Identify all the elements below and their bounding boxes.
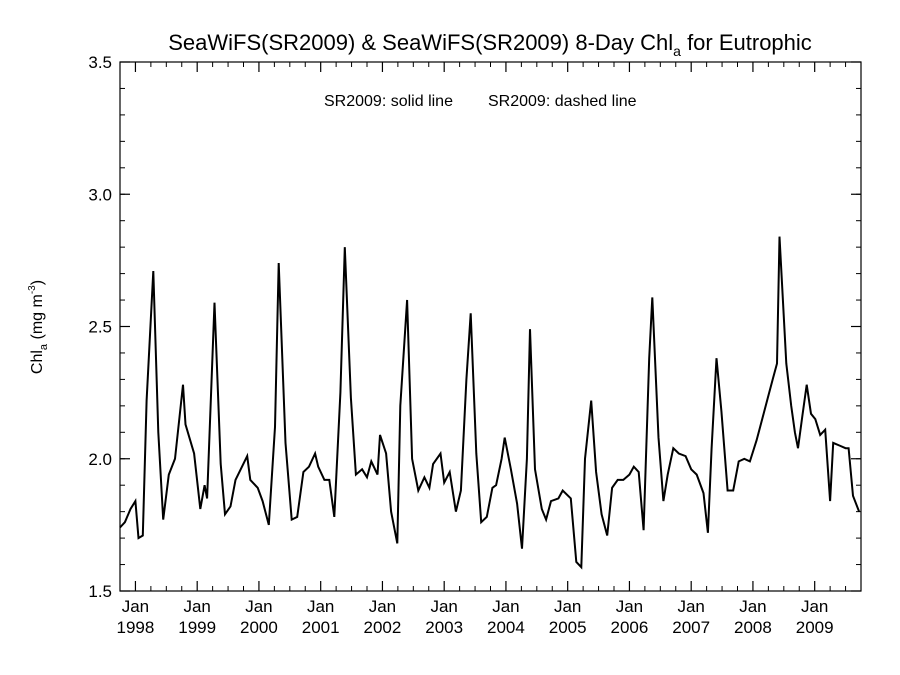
- chart-title-main: SeaWiFS(SR2009) & SeaWiFS(SR2009) 8-Day …: [168, 30, 673, 55]
- x-tick-year-label: 2003: [425, 618, 463, 637]
- x-axis: Jan 1998 Jan 1999 Jan 2000 Jan 2001 Jan 2002 Jan 20…: [117, 62, 862, 637]
- x-tick-year-label: 2008: [734, 618, 772, 637]
- y-tick-label: 2.5: [88, 318, 112, 337]
- x-tick-year-label: 1998: [117, 618, 155, 637]
- x-tick-month-label: Jan: [307, 597, 334, 616]
- x-tick-month-label: Jan: [430, 597, 457, 616]
- x-tick-month-label: Jan: [245, 597, 272, 616]
- x-tick-year-label: 2001: [302, 618, 340, 637]
- x-tick-month-label: Jan: [677, 597, 704, 616]
- series-line: [119, 236, 861, 570]
- y-axis-label-subscript: a: [38, 343, 50, 350]
- chart-title-subscript: a: [673, 43, 681, 59]
- x-tick-year-label: 2006: [611, 618, 649, 637]
- y-axis-label: Chla (mg m-3): [27, 280, 50, 374]
- x-tick-year-label: 2002: [364, 618, 402, 637]
- chart-title-suffix: for Eutrophic: [681, 30, 812, 55]
- x-tick-month-label: Jan: [122, 597, 149, 616]
- y-axis-label-superscript: -3: [27, 285, 38, 294]
- x-tick-year-label: 2000: [240, 618, 278, 637]
- y-tick-label: 3.0: [88, 185, 112, 204]
- series-layer: [119, 236, 861, 570]
- annotation-dashed: SR2009: dashed line: [488, 93, 637, 110]
- plot-frame: [119, 61, 862, 592]
- x-tick-month-label: Jan: [183, 597, 210, 616]
- x-tick-month-label: Jan: [801, 597, 828, 616]
- annotation-solid: SR2009: solid line: [324, 93, 453, 110]
- x-tick-month-label: Jan: [739, 597, 766, 616]
- y-tick-label: 2.0: [88, 450, 112, 469]
- x-tick-month-label: Jan: [369, 597, 396, 616]
- y-tick-label: 1.5: [88, 582, 112, 601]
- y-axis-label-main: Chl: [29, 350, 46, 374]
- x-tick-year-label: 2004: [487, 618, 525, 637]
- y-axis-label-units: (mg m: [29, 294, 46, 344]
- x-tick-month-label: Jan: [492, 597, 519, 616]
- y-tick-label: 3.5: [88, 53, 112, 72]
- y-axis-label-close: ): [29, 280, 46, 285]
- x-tick-month-label: Jan: [616, 597, 643, 616]
- y-axis: 1.5 2.0 2.5 3.0 3.5: [88, 53, 861, 601]
- x-tick-year-label: 2007: [672, 618, 710, 637]
- x-tick-year-label: 1999: [178, 618, 216, 637]
- x-tick-month-label: Jan: [554, 597, 581, 616]
- x-tick-year-label: 2005: [549, 618, 587, 637]
- x-tick-year-label: 2009: [796, 618, 834, 637]
- chart-title: SeaWiFS(SR2009) & SeaWiFS(SR2009) 8-Day …: [168, 30, 812, 59]
